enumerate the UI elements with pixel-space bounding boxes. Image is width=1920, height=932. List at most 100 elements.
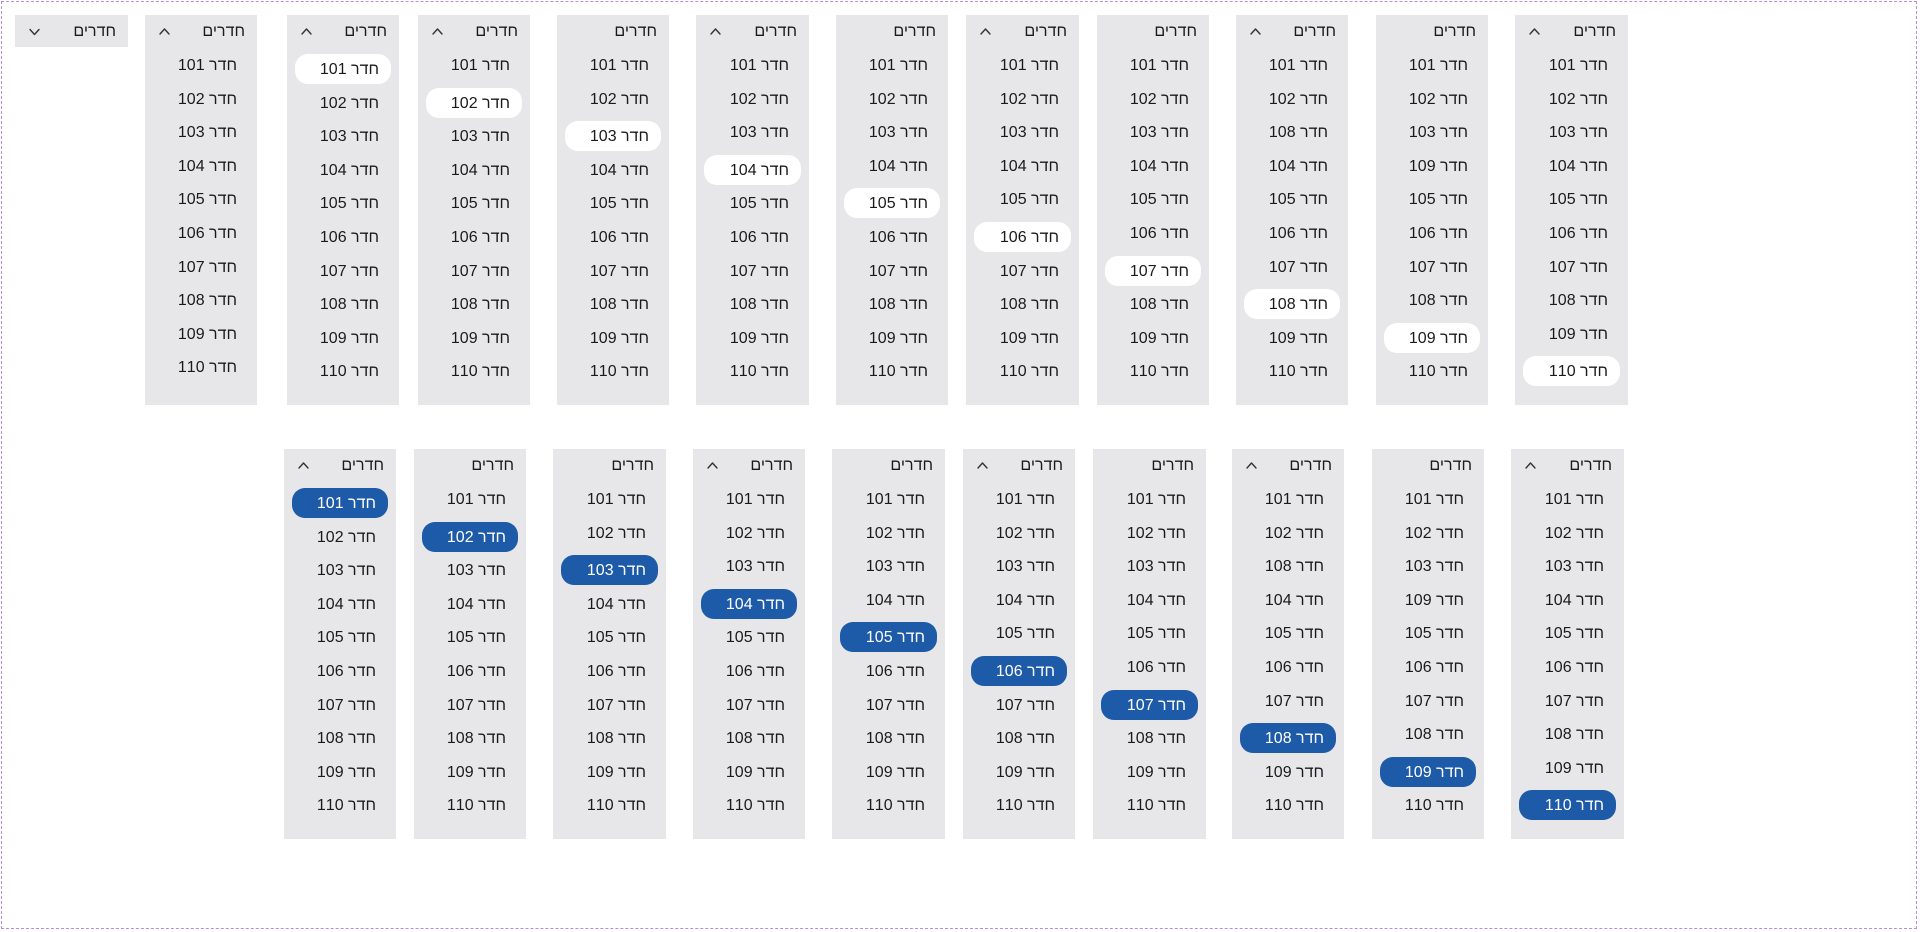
- dropdown-option[interactable]: חדר 105: [1101, 618, 1198, 648]
- dropdown-option[interactable]: חדר 108: [565, 289, 661, 319]
- dropdown-option[interactable]: חדר 108: [701, 723, 797, 753]
- dropdown-option[interactable]: חדר 109: [1380, 756, 1476, 787]
- dropdown-option[interactable]: חדר 108: [426, 289, 522, 319]
- dropdown-toggle[interactable]: חדרים: [1372, 449, 1484, 481]
- dropdown-option[interactable]: חדר 103: [292, 555, 388, 585]
- dropdown-option[interactable]: חדר 102: [1384, 84, 1480, 114]
- dropdown-option[interactable]: חדר 104: [1519, 585, 1616, 615]
- dropdown-toggle[interactable]: חדרים: [1236, 15, 1348, 47]
- dropdown-option[interactable]: חדר 103: [426, 121, 522, 151]
- dropdown-option[interactable]: חדר 102: [1519, 518, 1616, 548]
- dropdown-option[interactable]: חדר 108: [561, 723, 658, 753]
- dropdown-option[interactable]: חדר 106: [1380, 652, 1476, 682]
- dropdown-option[interactable]: חדר 101: [1240, 484, 1336, 514]
- dropdown-option[interactable]: חדר 109: [1101, 757, 1198, 787]
- dropdown-option[interactable]: חדר 110: [701, 790, 797, 820]
- dropdown-option[interactable]: חדר 101: [1101, 484, 1198, 514]
- dropdown-option[interactable]: חדר 107: [1240, 686, 1336, 716]
- dropdown-option[interactable]: חדר 106: [426, 222, 522, 252]
- dropdown-toggle[interactable]: חדרים: [836, 15, 948, 47]
- dropdown-option[interactable]: חדר 106: [1240, 652, 1336, 682]
- dropdown-option[interactable]: חדר 102: [1240, 518, 1336, 548]
- dropdown-option[interactable]: חדר 110: [426, 356, 522, 386]
- dropdown-option[interactable]: חדר 107: [1384, 252, 1480, 282]
- dropdown-toggle[interactable]: חדרים: [287, 15, 399, 47]
- dropdown-option[interactable]: חדר 107: [704, 256, 801, 286]
- dropdown-option[interactable]: חדר 102: [565, 84, 661, 114]
- dropdown-toggle[interactable]: חדרים: [1515, 15, 1628, 47]
- dropdown-option[interactable]: חדר 109: [426, 323, 522, 353]
- dropdown-option[interactable]: חדר 104: [1244, 151, 1340, 181]
- dropdown-option[interactable]: חדר 104: [565, 155, 661, 185]
- dropdown-option[interactable]: חדר 105: [292, 622, 388, 652]
- dropdown-option[interactable]: חדר 110: [844, 356, 940, 386]
- dropdown-option[interactable]: חדר 110: [1519, 790, 1616, 821]
- dropdown-toggle[interactable]: חדרים: [15, 15, 128, 47]
- dropdown-option[interactable]: חדר 106: [701, 656, 797, 686]
- dropdown-option[interactable]: חדר 108: [971, 723, 1067, 753]
- dropdown-option[interactable]: חדר 109: [844, 323, 940, 353]
- dropdown-option[interactable]: חדר 103: [422, 555, 518, 585]
- dropdown-option[interactable]: חדר 108: [840, 723, 937, 753]
- dropdown-option[interactable]: חדר 101: [153, 50, 249, 80]
- dropdown-option[interactable]: חדר 102: [844, 84, 940, 114]
- dropdown-option[interactable]: חדר 106: [422, 656, 518, 686]
- dropdown-option[interactable]: חדר 108: [1240, 723, 1336, 754]
- dropdown-option[interactable]: חדר 109: [422, 757, 518, 787]
- dropdown-option[interactable]: חדר 101: [426, 50, 522, 80]
- dropdown-option[interactable]: חדר 108: [1244, 289, 1340, 320]
- dropdown-option[interactable]: חדר 102: [1380, 518, 1476, 548]
- dropdown-option[interactable]: חדר 101: [1384, 50, 1480, 80]
- dropdown-option[interactable]: חדר 102: [1523, 84, 1620, 114]
- dropdown-option[interactable]: חדר 109: [1380, 585, 1476, 615]
- dropdown-option[interactable]: חדר 109: [704, 323, 801, 353]
- dropdown-option[interactable]: חדר 103: [1384, 117, 1480, 147]
- dropdown-option[interactable]: חדר 103: [971, 551, 1067, 581]
- dropdown-toggle[interactable]: חדרים: [693, 449, 805, 481]
- dropdown-option[interactable]: חדר 108: [295, 289, 391, 319]
- dropdown-option[interactable]: חדר 110: [561, 790, 658, 820]
- dropdown-option[interactable]: חדר 105: [1519, 618, 1616, 648]
- dropdown-option[interactable]: חדר 105: [1523, 184, 1620, 214]
- dropdown-option[interactable]: חדר 109: [561, 757, 658, 787]
- dropdown-option[interactable]: חדר 109: [153, 319, 249, 349]
- dropdown-option[interactable]: חדר 107: [701, 690, 797, 720]
- dropdown-option[interactable]: חדר 106: [1384, 218, 1480, 248]
- dropdown-option[interactable]: חדר 107: [1380, 686, 1476, 716]
- dropdown-option[interactable]: חדר 110: [1523, 356, 1620, 387]
- dropdown-option[interactable]: חדר 105: [971, 618, 1067, 648]
- dropdown-option[interactable]: חדר 104: [561, 589, 658, 619]
- dropdown-option[interactable]: חדר 109: [1105, 323, 1201, 353]
- dropdown-option[interactable]: חדר 108: [1523, 285, 1620, 315]
- dropdown-option[interactable]: חדר 102: [971, 518, 1067, 548]
- dropdown-option[interactable]: חדר 104: [1240, 585, 1336, 615]
- dropdown-option[interactable]: חדר 102: [1105, 84, 1201, 114]
- dropdown-option[interactable]: חדר 101: [1244, 50, 1340, 80]
- dropdown-option[interactable]: חדר 108: [292, 723, 388, 753]
- dropdown-option[interactable]: חדר 102: [153, 84, 249, 114]
- dropdown-option[interactable]: חדר 101: [704, 50, 801, 80]
- dropdown-option[interactable]: חדר 105: [974, 184, 1071, 214]
- dropdown-option[interactable]: חדר 108: [153, 285, 249, 315]
- dropdown-option[interactable]: חדר 107: [1101, 689, 1198, 720]
- dropdown-option[interactable]: חדר 105: [153, 184, 249, 214]
- dropdown-option[interactable]: חדר 109: [1519, 753, 1616, 783]
- dropdown-option[interactable]: חדר 105: [1244, 184, 1340, 214]
- dropdown-option[interactable]: חדר 110: [974, 356, 1071, 386]
- dropdown-option[interactable]: חדר 102: [704, 84, 801, 114]
- dropdown-option[interactable]: חדר 106: [971, 656, 1067, 686]
- dropdown-option[interactable]: חדר 101: [1105, 50, 1201, 80]
- dropdown-option[interactable]: חדר 103: [295, 121, 391, 151]
- dropdown-option[interactable]: חדר 102: [701, 518, 797, 548]
- dropdown-option[interactable]: חדר 104: [704, 154, 801, 185]
- dropdown-option[interactable]: חדר 106: [1244, 218, 1340, 248]
- dropdown-option[interactable]: חדר 102: [295, 88, 391, 118]
- dropdown-option[interactable]: חדר 101: [561, 484, 658, 514]
- dropdown-option[interactable]: חדר 105: [704, 188, 801, 218]
- dropdown-option[interactable]: חדר 104: [971, 585, 1067, 615]
- dropdown-option[interactable]: חדר 103: [840, 551, 937, 581]
- dropdown-option[interactable]: חדר 106: [1523, 218, 1620, 248]
- dropdown-option[interactable]: חדר 110: [1380, 790, 1476, 820]
- dropdown-option[interactable]: חדר 106: [561, 656, 658, 686]
- dropdown-option[interactable]: חדר 107: [1519, 686, 1616, 716]
